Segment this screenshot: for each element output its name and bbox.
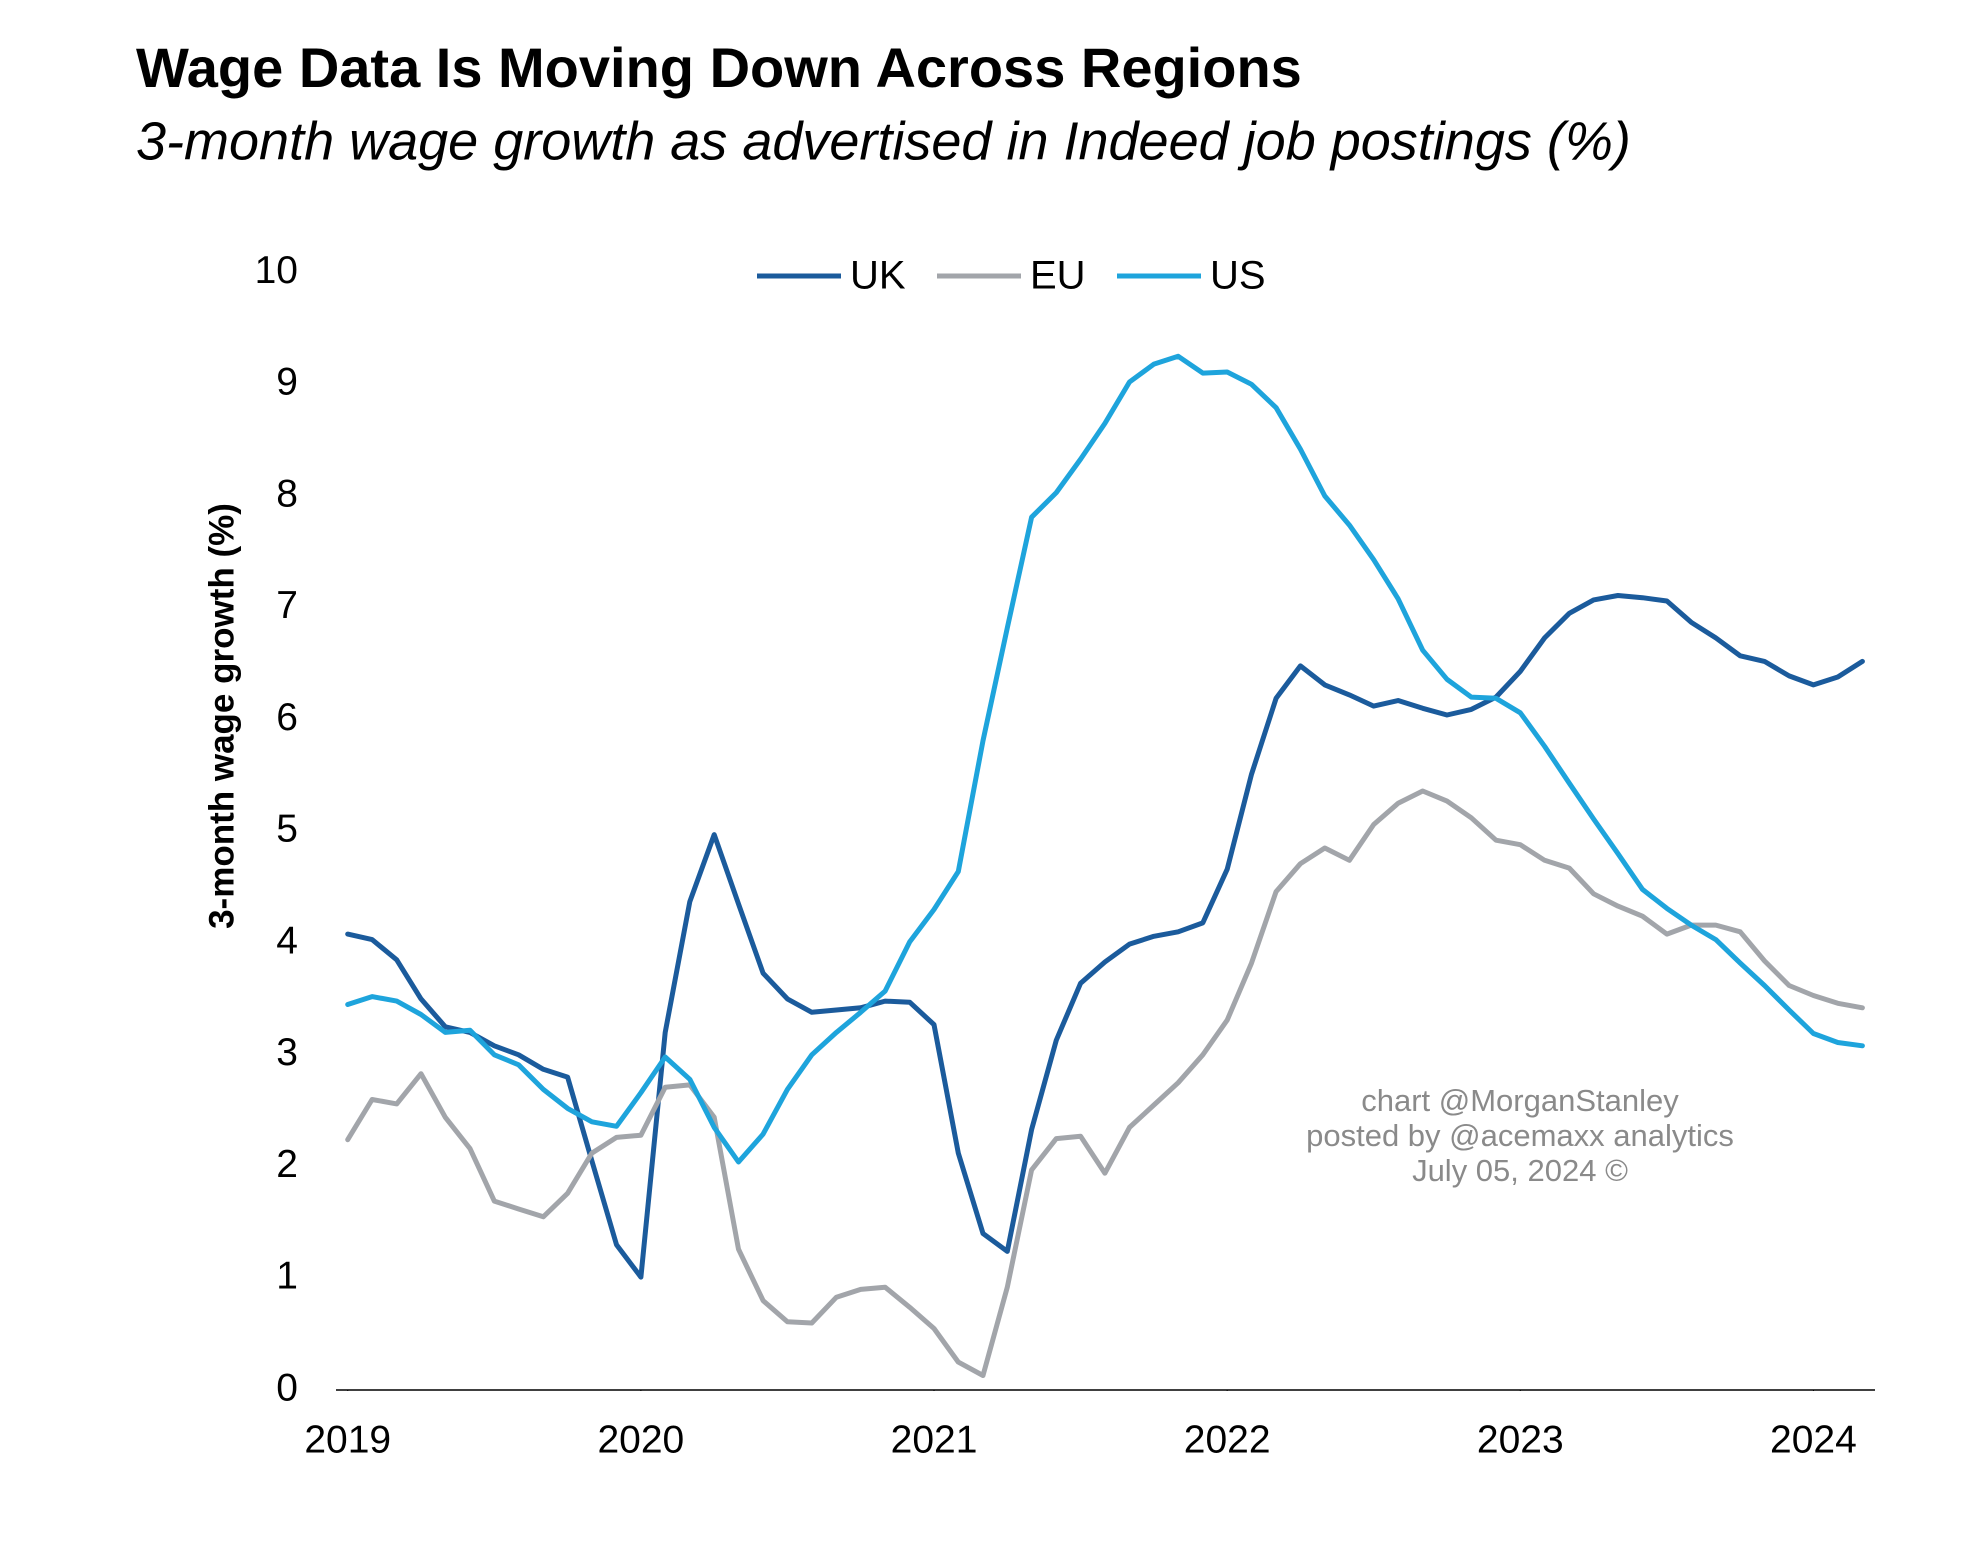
x-tick-label: 2020	[597, 1418, 684, 1461]
y-tick-label: 2	[276, 1143, 298, 1186]
series-line	[345, 353, 1865, 1165]
annotation: chart @MorganStanley	[1361, 1083, 1679, 1118]
y-axis-label: 3-month wage growth (%)	[202, 503, 241, 929]
x-tick-label: 2023	[1477, 1418, 1564, 1461]
y-tick-label: 10	[255, 249, 298, 292]
legend-label: EU	[1030, 254, 1086, 298]
y-tick-label: 1	[276, 1255, 298, 1298]
y-tick-label: 8	[276, 472, 298, 515]
chart-subtitle: 3-month wage growth as advertised in Ind…	[136, 111, 1631, 171]
chart-title: Wage Data Is Moving Down Across Regions	[136, 36, 1302, 99]
legend-label: US	[1210, 254, 1266, 298]
x-tick-label: 2019	[304, 1418, 391, 1461]
x-tick-label: 2022	[1184, 1418, 1271, 1461]
annotation: posted by @acemaxx analytics	[1306, 1118, 1734, 1153]
y-tick-label: 4	[276, 919, 298, 962]
y-tick-label: 5	[276, 808, 298, 851]
annotation: July 05, 2024 ©	[1412, 1153, 1628, 1188]
y-tick-label: 0	[276, 1366, 298, 1409]
y-tick-label: 7	[276, 584, 298, 627]
y-tick-label: 3	[276, 1031, 298, 1074]
x-tick-label: 2024	[1770, 1418, 1857, 1461]
series-line	[345, 593, 1865, 1280]
series-line	[345, 788, 1865, 1378]
legend-label: UK	[850, 254, 906, 298]
y-tick-label: 6	[276, 696, 298, 739]
y-tick-label: 9	[276, 361, 298, 404]
x-tick-label: 2021	[891, 1418, 978, 1461]
